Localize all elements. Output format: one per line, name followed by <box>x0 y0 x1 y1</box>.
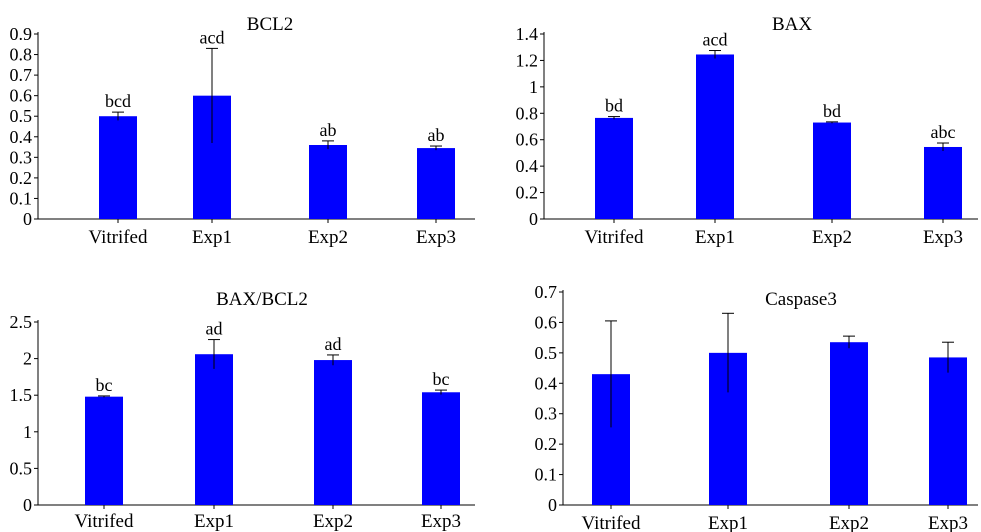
chart4-x-tick-label: Exp3 <box>928 513 968 532</box>
chart2-y-tick-label: 1.2 <box>516 50 539 70</box>
chart1-y-tick-label: 0 <box>23 209 32 229</box>
chart3-bar-annotation: bc <box>433 369 450 389</box>
chart1-y-tick-label: 0.2 <box>10 168 33 188</box>
chart3-x-tick-label: Vitrifed <box>74 511 134 532</box>
chart3-x-tick-label: Exp1 <box>194 511 234 532</box>
chart2-x-tick-label: Exp2 <box>812 227 852 248</box>
chart4-y-tick-label: 0.5 <box>535 343 558 363</box>
chart2-y-tick-label: 0.6 <box>516 130 539 150</box>
chart3-bar <box>195 354 233 505</box>
chart3-y-tick-label: 1.5 <box>10 385 33 405</box>
chart3-y-tick-label: 0.5 <box>10 458 33 478</box>
chart2-y-tick-label: 1.4 <box>516 24 539 44</box>
chart2-bar <box>696 54 734 219</box>
chart2-y-tick-label: 0.4 <box>516 156 539 176</box>
chart4-y-tick-label: 0.3 <box>535 404 558 424</box>
chart4-y-tick-label: 0.4 <box>535 373 558 393</box>
chart2-y-tick-label: 0.2 <box>516 183 539 203</box>
chart3-bar-annotation: ad <box>206 319 223 339</box>
chart1-bar <box>417 148 455 219</box>
chart4-x-tick-label: Exp1 <box>708 513 748 532</box>
chart2-bar-annotation: bd <box>823 101 841 121</box>
chart1-y-tick-label: 0.3 <box>10 147 33 167</box>
chart1-bar <box>99 116 137 219</box>
chart4-x-tick-label: Exp2 <box>829 513 869 532</box>
chart3-bar <box>85 396 123 505</box>
chart2-bar <box>924 146 962 219</box>
chart1-bar-annotation: acd <box>200 27 225 47</box>
chart1-y-tick-label: 0.6 <box>10 86 33 106</box>
chart1-bar <box>309 145 347 219</box>
chart1-bar-annotation: ab <box>428 125 445 145</box>
chart1-y-tick-label: 0.9 <box>10 24 33 44</box>
chart3-bar-annotation: ad <box>325 334 342 354</box>
chart3-bar <box>422 392 460 505</box>
chart1-y-tick-label: 0.4 <box>10 127 33 147</box>
chart4-bar <box>830 342 868 505</box>
chart2-bar-annotation: abc <box>931 122 956 142</box>
chart1-bar-annotation: ab <box>320 120 337 140</box>
chart2-bar-annotation: acd <box>703 30 728 50</box>
chart1-y-tick-label: 0.8 <box>10 45 33 65</box>
chart2-y-tick-label: 1 <box>529 77 538 97</box>
chart4-bar <box>929 357 967 505</box>
chart1-y-tick-label: 0.1 <box>10 188 33 208</box>
chart1-y-tick-label: 0.7 <box>10 65 33 85</box>
chart1-x-tick-label: Exp3 <box>416 227 456 248</box>
chart2-x-tick-label: Exp1 <box>695 227 735 248</box>
chart3-title: BAX/BCL2 <box>216 289 308 310</box>
chart3-y-tick-label: 1 <box>23 422 32 442</box>
chart1-x-tick-label: Vitrifed <box>88 227 148 248</box>
chart4-y-tick-label: 0.7 <box>535 282 558 302</box>
chart2-x-tick-label: Vitrifed <box>584 227 644 248</box>
chart3-bar <box>314 360 352 505</box>
chart2-bar <box>595 117 633 219</box>
chart3-x-tick-label: Exp3 <box>421 511 461 532</box>
chart1-title: BCL2 <box>247 14 293 35</box>
chart1-x-tick-label: Exp2 <box>308 227 348 248</box>
chart1-x-tick-label: Exp1 <box>192 227 232 248</box>
chart3-x-tick-label: Exp2 <box>313 511 353 532</box>
chart3-y-tick-label: 0 <box>23 495 32 515</box>
chart2-bar <box>813 122 851 219</box>
chart1-bar-annotation: bcd <box>105 91 131 111</box>
chart3-y-tick-label: 2 <box>23 349 32 369</box>
chart4-title: Caspase3 <box>765 289 837 310</box>
chart4-y-tick-label: 0.2 <box>535 434 558 454</box>
chart2-title: BAX <box>772 14 812 35</box>
chart3-y-tick-label: 2.5 <box>10 312 33 332</box>
chart4-y-tick-label: 0.6 <box>535 312 558 332</box>
chart4-x-tick-label: Vitrifed <box>581 513 641 532</box>
chart3-bar-annotation: bc <box>96 375 113 395</box>
chart2-y-tick-label: 0 <box>529 209 538 229</box>
chart2-y-tick-label: 0.8 <box>516 103 539 123</box>
chart4-y-tick-label: 0.1 <box>535 465 558 485</box>
chart2-x-tick-label: Exp3 <box>923 227 963 248</box>
chart1-y-tick-label: 0.5 <box>10 106 33 126</box>
chart2-bar-annotation: bd <box>605 96 623 116</box>
chart4-y-tick-label: 0 <box>548 495 557 515</box>
